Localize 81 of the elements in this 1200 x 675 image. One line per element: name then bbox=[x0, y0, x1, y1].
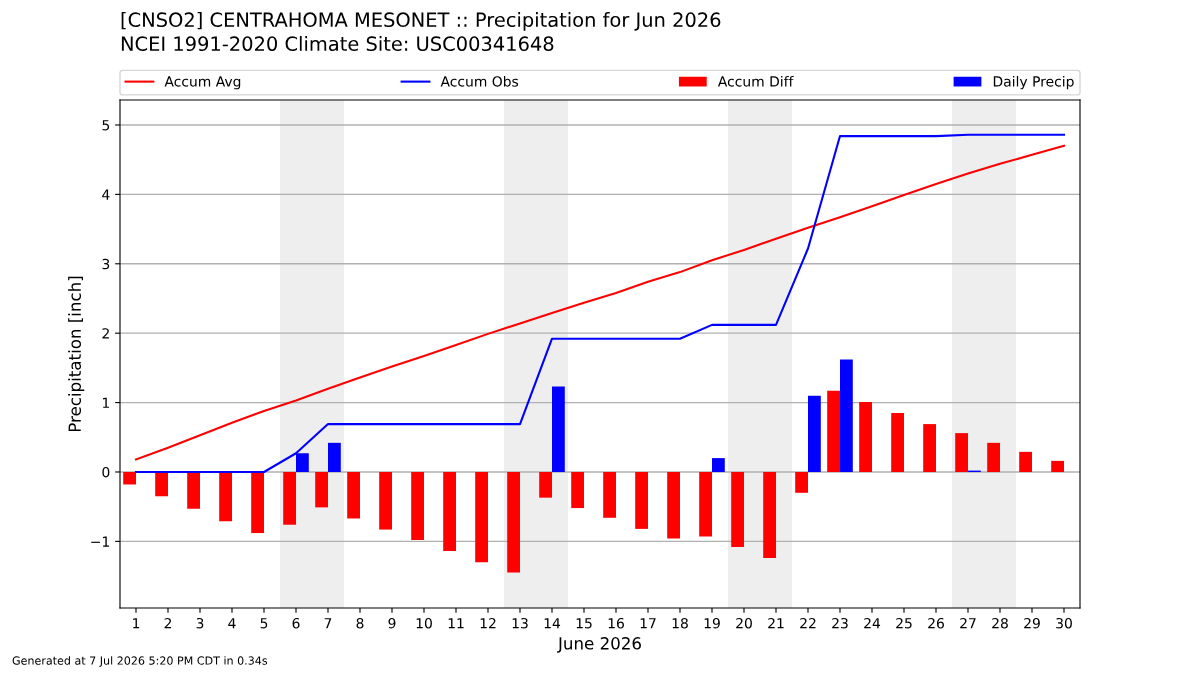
x-tick-label: 2 bbox=[164, 617, 172, 629]
bar bbox=[155, 471, 168, 497]
bar bbox=[443, 471, 456, 552]
bar bbox=[840, 359, 853, 472]
bar bbox=[763, 471, 776, 559]
y-tick-label: 3 bbox=[102, 258, 110, 270]
bar bbox=[123, 471, 136, 485]
bar bbox=[808, 395, 821, 472]
x-tick-label: 10 bbox=[416, 617, 432, 629]
y-tick-label: 5 bbox=[102, 120, 110, 131]
bar bbox=[955, 433, 968, 472]
x-tick-label: 13 bbox=[512, 617, 528, 629]
bar bbox=[283, 471, 296, 525]
y-tick-label: 0 bbox=[102, 466, 110, 478]
x-tick-label: 30 bbox=[1056, 617, 1072, 629]
x-axis-title: June 2026 bbox=[557, 637, 641, 653]
bar bbox=[219, 471, 232, 522]
bar bbox=[795, 471, 808, 493]
x-tick-label: 16 bbox=[608, 617, 624, 629]
bar bbox=[923, 424, 936, 472]
chart-subtitle: NCEI 1991-2020 Climate Site: USC00341648 bbox=[121, 36, 554, 52]
x-tick-label: 4 bbox=[228, 618, 236, 629]
x-tick-label: 9 bbox=[388, 617, 396, 629]
bar bbox=[891, 412, 904, 472]
bar bbox=[987, 442, 1000, 472]
bar bbox=[635, 471, 648, 529]
x-tick-label: 7 bbox=[324, 618, 332, 629]
x-tick-label: 15 bbox=[576, 618, 592, 629]
legend-label: Accum Obs bbox=[440, 75, 519, 87]
x-tick-label: 5 bbox=[260, 618, 268, 629]
x-tick-label: 3 bbox=[196, 617, 204, 629]
chart-title: [CNSO2] CENTRAHOMA MESONET :: Precipitation for Jun 2026 bbox=[121, 12, 721, 31]
bar bbox=[827, 390, 840, 472]
bar bbox=[571, 471, 584, 509]
x-tick-label: 19 bbox=[704, 617, 720, 629]
y-tick-label: 4 bbox=[102, 189, 110, 200]
x-tick-label: 22 bbox=[800, 617, 816, 629]
bar bbox=[699, 471, 712, 537]
legend-label: Daily Precip bbox=[993, 75, 1074, 90]
y-axis-title: Precipitation [inch] bbox=[68, 276, 85, 432]
bar bbox=[187, 471, 200, 509]
bar bbox=[731, 471, 744, 547]
x-tick-label: 11 bbox=[448, 618, 464, 629]
bar bbox=[507, 471, 520, 573]
bar bbox=[315, 471, 328, 508]
bar bbox=[603, 471, 616, 518]
bar bbox=[379, 471, 392, 530]
y-tick-label: 1 bbox=[102, 397, 109, 408]
x-tick-label: 12 bbox=[480, 617, 496, 629]
x-tick-label: 26 bbox=[928, 617, 944, 629]
x-tick-label: 28 bbox=[992, 617, 1008, 629]
x-tick-label: 14 bbox=[544, 618, 561, 629]
y-tick-label: 2 bbox=[102, 328, 109, 339]
x-tick-label: 29 bbox=[1024, 617, 1040, 629]
x-tick-label: 27 bbox=[960, 617, 976, 629]
legend-label: Accum Avg bbox=[164, 76, 241, 90]
bar bbox=[1051, 460, 1064, 472]
bar bbox=[859, 401, 872, 472]
text: Generated at 7 Jul 2026 5:20 PM CDT in 0.34s bbox=[12, 656, 268, 667]
x-tick-label: 8 bbox=[356, 617, 364, 629]
x-tick-label: 25 bbox=[896, 617, 912, 629]
x-tick-label: 21 bbox=[768, 617, 784, 629]
legend-label: Accum Diff bbox=[717, 75, 794, 87]
x-tick-label: 23 bbox=[832, 617, 848, 629]
bar bbox=[539, 471, 552, 498]
x-tick-label: 6 bbox=[292, 617, 300, 629]
x-tick-label: 1 bbox=[133, 618, 140, 629]
y-tick-label: −1 bbox=[91, 536, 109, 547]
x-tick-label: 20 bbox=[736, 617, 752, 629]
bar bbox=[712, 458, 725, 472]
x-tick-label: 17 bbox=[640, 618, 656, 629]
bar bbox=[1019, 451, 1032, 472]
bar bbox=[328, 442, 341, 472]
bar bbox=[251, 471, 264, 534]
x-tick-label: 24 bbox=[864, 617, 881, 629]
bar bbox=[475, 471, 488, 563]
bar bbox=[667, 471, 680, 539]
x-tick-label: 18 bbox=[672, 617, 688, 629]
bar bbox=[347, 471, 360, 519]
bar bbox=[411, 471, 424, 540]
bar bbox=[552, 386, 565, 472]
